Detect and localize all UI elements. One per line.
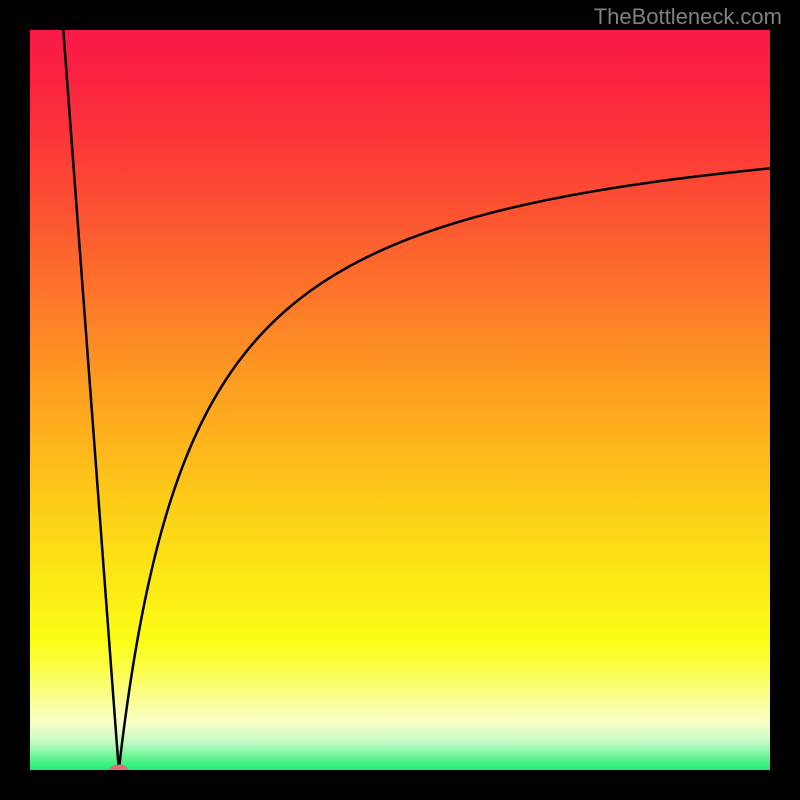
watermark-text: TheBottleneck.com (594, 4, 782, 29)
bottleneck-chart: TheBottleneck.com (0, 0, 800, 800)
chart-container: TheBottleneck.com (0, 0, 800, 800)
chart-background-gradient (30, 30, 770, 770)
